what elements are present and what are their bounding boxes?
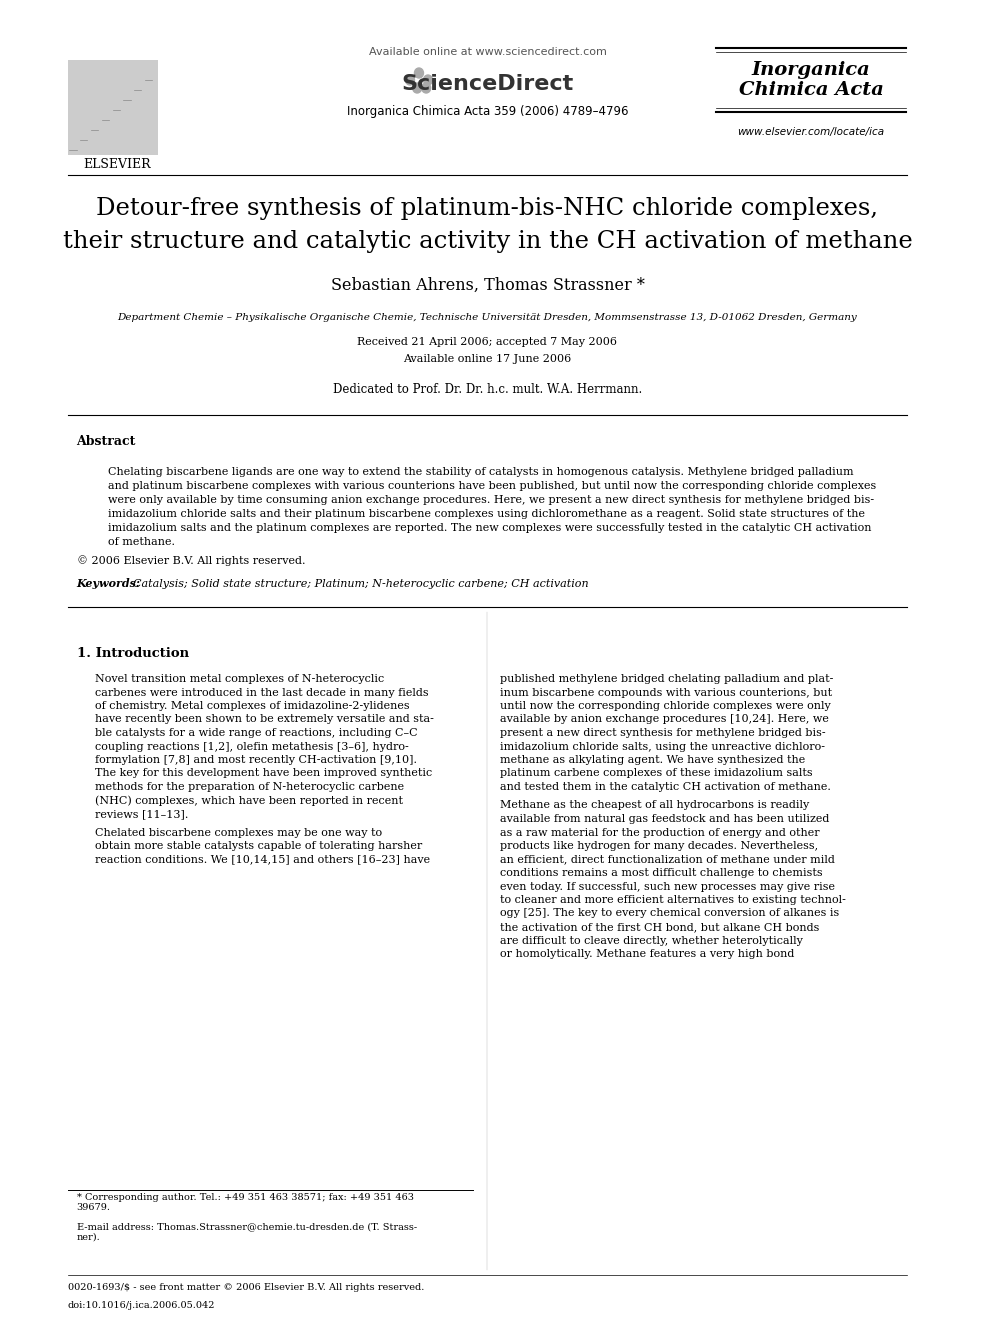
Text: products like hydrogen for many decades. Nevertheless,: products like hydrogen for many decades.…	[500, 841, 818, 851]
Text: Detour-free synthesis of platinum-bis-NHC chloride complexes,: Detour-free synthesis of platinum-bis-NH…	[96, 197, 879, 220]
Text: to cleaner and more efficient alternatives to existing technol-: to cleaner and more efficient alternativ…	[500, 894, 846, 905]
Text: methods for the preparation of N-heterocyclic carbene: methods for the preparation of N-heteroc…	[94, 782, 404, 792]
Text: available from natural gas feedstock and has been utilized: available from natural gas feedstock and…	[500, 814, 829, 824]
Circle shape	[424, 75, 433, 85]
Text: Inorganica: Inorganica	[752, 61, 870, 79]
Text: as a raw material for the production of energy and other: as a raw material for the production of …	[500, 827, 819, 837]
Text: inum biscarbene compounds with various counterions, but: inum biscarbene compounds with various c…	[500, 688, 832, 697]
Text: formylation [7,8] and most recently CH-activation [9,10].: formylation [7,8] and most recently CH-a…	[94, 755, 417, 765]
Text: Received 21 April 2006; accepted 7 May 2006: Received 21 April 2006; accepted 7 May 2…	[357, 337, 617, 347]
Text: the activation of the first CH bond, but alkane CH bonds: the activation of the first CH bond, but…	[500, 922, 819, 931]
Text: Abstract: Abstract	[76, 435, 136, 448]
Text: Chelating biscarbene ligands are one way to extend the stability of catalysts in: Chelating biscarbene ligands are one way…	[108, 467, 854, 478]
Bar	[67, 60, 158, 155]
Text: Novel transition metal complexes of N-heterocyclic: Novel transition metal complexes of N-he…	[94, 673, 384, 684]
Text: Available online 17 June 2006: Available online 17 June 2006	[404, 355, 571, 364]
Text: Catalysis; Solid state structure; Platinum; N-heterocyclic carbene; CH activatio: Catalysis; Solid state structure; Platin…	[126, 579, 588, 589]
Text: available by anion exchange procedures [10,24]. Here, we: available by anion exchange procedures […	[500, 714, 829, 725]
Text: are difficult to cleave directly, whether heterolytically: are difficult to cleave directly, whethe…	[500, 935, 803, 946]
Text: were only available by time consuming anion exchange procedures. Here, we presen: were only available by time consuming an…	[108, 495, 874, 505]
Text: published methylene bridged chelating palladium and plat-: published methylene bridged chelating pa…	[500, 673, 833, 684]
Text: reaction conditions. We [10,14,15] and others [16–23] have: reaction conditions. We [10,14,15] and o…	[94, 855, 430, 864]
Text: doi:10.1016/j.ica.2006.05.042: doi:10.1016/j.ica.2006.05.042	[67, 1301, 215, 1310]
Text: have recently been shown to be extremely versatile and sta-: have recently been shown to be extremely…	[94, 714, 434, 725]
Text: or homolytically. Methane features a very high bond: or homolytically. Methane features a ver…	[500, 949, 795, 959]
Text: imidazolium chloride salts, using the unreactive dichloro-: imidazolium chloride salts, using the un…	[500, 741, 825, 751]
Text: reviews [11–13].: reviews [11–13].	[94, 808, 187, 819]
Text: and platinum biscarbene complexes with various counterions have been published, : and platinum biscarbene complexes with v…	[108, 482, 876, 491]
Text: of chemistry. Metal complexes of imidazoline-2-ylidenes: of chemistry. Metal complexes of imidazo…	[94, 701, 409, 710]
Text: ogy [25]. The key to every chemical conversion of alkanes is: ogy [25]. The key to every chemical conv…	[500, 909, 839, 918]
Text: an efficient, direct functionalization of methane under mild: an efficient, direct functionalization o…	[500, 855, 835, 864]
Text: Dedicated to Prof. Dr. Dr. h.c. mult. W.A. Herrmann.: Dedicated to Prof. Dr. Dr. h.c. mult. W.…	[333, 382, 642, 396]
Text: © 2006 Elsevier B.V. All rights reserved.: © 2006 Elsevier B.V. All rights reserved…	[76, 556, 305, 566]
Text: imidazolium salts and the platinum complexes are reported. The new complexes wer: imidazolium salts and the platinum compl…	[108, 523, 872, 533]
Text: imidazolium chloride salts and their platinum biscarbene complexes using dichlor: imidazolium chloride salts and their pla…	[108, 509, 865, 519]
Text: E-mail address: Thomas.Strassner@chemie.tu-dresden.de (T. Strass-
ner).: E-mail address: Thomas.Strassner@chemie.…	[76, 1222, 417, 1242]
Text: ELSEVIER: ELSEVIER	[83, 157, 152, 171]
Text: www.elsevier.com/locate/ica: www.elsevier.com/locate/ica	[737, 127, 885, 138]
Text: platinum carbene complexes of these imidazolium salts: platinum carbene complexes of these imid…	[500, 769, 812, 778]
Text: Chimica Acta: Chimica Acta	[738, 81, 884, 99]
Text: Chelated biscarbene complexes may be one way to: Chelated biscarbene complexes may be one…	[94, 827, 382, 837]
Text: conditions remains a most difficult challenge to chemists: conditions remains a most difficult chal…	[500, 868, 822, 878]
Circle shape	[413, 83, 422, 93]
Text: even today. If successful, such new processes may give rise: even today. If successful, such new proc…	[500, 881, 835, 892]
Text: Keywords:: Keywords:	[76, 578, 141, 589]
Text: Inorganica Chimica Acta 359 (2006) 4789–4796: Inorganica Chimica Acta 359 (2006) 4789–…	[346, 105, 628, 118]
Circle shape	[415, 67, 424, 78]
Text: Available online at www.sciencedirect.com: Available online at www.sciencedirect.co…	[368, 48, 606, 57]
Text: ble catalysts for a wide range of reactions, including C–C: ble catalysts for a wide range of reacti…	[94, 728, 418, 738]
Text: Methane as the cheapest of all hydrocarbons is readily: Methane as the cheapest of all hydrocarb…	[500, 800, 809, 811]
Text: 1. Introduction: 1. Introduction	[76, 647, 188, 660]
Text: and tested them in the catalytic CH activation of methane.: and tested them in the catalytic CH acti…	[500, 782, 831, 792]
Text: of methane.: of methane.	[108, 537, 175, 546]
Text: until now the corresponding chloride complexes were only: until now the corresponding chloride com…	[500, 701, 831, 710]
Circle shape	[406, 75, 415, 85]
Text: their structure and catalytic activity in the CH activation of methane: their structure and catalytic activity i…	[62, 230, 913, 253]
Text: methane as alkylating agent. We have synthesized the: methane as alkylating agent. We have syn…	[500, 755, 806, 765]
Circle shape	[422, 83, 431, 93]
Text: ScienceDirect: ScienceDirect	[402, 74, 573, 94]
Text: carbenes were introduced in the last decade in many fields: carbenes were introduced in the last dec…	[94, 688, 429, 697]
Text: Department Chemie – Physikalische Organische Chemie, Technische Universität Dres: Department Chemie – Physikalische Organi…	[118, 314, 857, 321]
Text: present a new direct synthesis for methylene bridged bis-: present a new direct synthesis for methy…	[500, 728, 825, 738]
Text: obtain more stable catalysts capable of tolerating harsher: obtain more stable catalysts capable of …	[94, 841, 422, 851]
Text: (NHC) complexes, which have been reported in recent: (NHC) complexes, which have been reporte…	[94, 795, 403, 806]
Text: * Corresponding author. Tel.: +49 351 463 38571; fax: +49 351 463
39679.: * Corresponding author. Tel.: +49 351 46…	[76, 1192, 414, 1212]
Text: The key for this development have been improved synthetic: The key for this development have been i…	[94, 769, 432, 778]
Text: coupling reactions [1,2], olefin metathesis [3–6], hydro-: coupling reactions [1,2], olefin metathe…	[94, 741, 409, 751]
Text: Sebastian Ahrens, Thomas Strassner *: Sebastian Ahrens, Thomas Strassner *	[330, 277, 645, 294]
Text: 0020-1693/$ - see front matter © 2006 Elsevier B.V. All rights reserved.: 0020-1693/$ - see front matter © 2006 El…	[67, 1283, 424, 1293]
